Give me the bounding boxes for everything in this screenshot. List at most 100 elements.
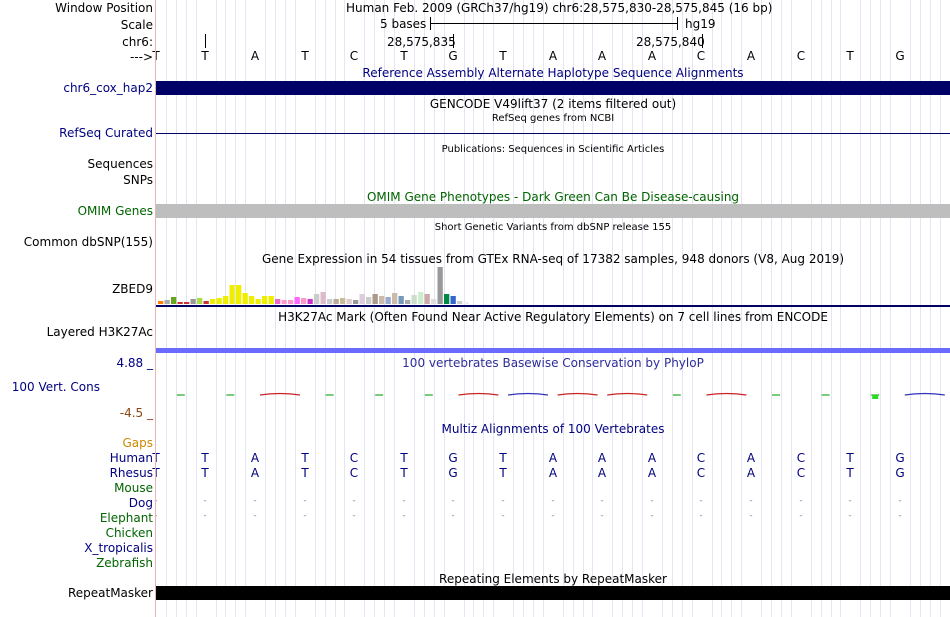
multiz-base: A	[597, 466, 607, 480]
multiz-base: T	[201, 466, 209, 480]
gtex-tissue-bar	[353, 300, 359, 304]
multiz-base: -	[451, 496, 455, 506]
multiz-base: -	[203, 496, 207, 506]
gtex-tissue-bar	[457, 301, 463, 304]
conservation-mark	[507, 392, 549, 396]
scale-label: Scale	[120, 18, 153, 32]
refseq-line[interactable]	[156, 133, 950, 134]
coord-tick-right	[702, 34, 703, 48]
gtex-tissue-bar	[418, 292, 424, 304]
reference-base: T	[400, 49, 408, 63]
multiz-species-label[interactable]: Dog	[128, 496, 153, 510]
gtex-tissue-bar	[450, 296, 456, 304]
gtex-tissue-bar	[359, 294, 365, 304]
reference-base: C	[349, 49, 359, 63]
conservation-ymin: -4.5 _	[119, 406, 153, 420]
multiz-base: A	[250, 466, 260, 480]
gtex-tissue-bar	[398, 296, 404, 304]
multiz-base: -	[699, 511, 703, 521]
publications-sequences-label[interactable]: Sequences	[87, 157, 153, 171]
reference-base: T	[846, 49, 854, 63]
conservation-label[interactable]: 100 Vert. Cons	[11, 380, 100, 394]
multiz-base: -	[650, 511, 654, 521]
multiz-base: T	[499, 451, 507, 465]
alt-haplotype-bar[interactable]	[156, 81, 950, 95]
gtex-title[interactable]: Gene Expression in 54 tissues from GTEx …	[261, 252, 845, 266]
multiz-species-label[interactable]: X_tropicalis	[84, 541, 153, 555]
multiz-base: A	[548, 466, 558, 480]
gtex-tissue-bar	[236, 285, 242, 304]
multiz-species-label[interactable]: Mouse	[114, 481, 153, 495]
scale-assembly: hg19	[685, 17, 716, 31]
gtex-bar-chart[interactable]	[156, 266, 950, 306]
multiz-base: -	[154, 496, 158, 506]
publications-title[interactable]: Publications: Sequences in Scientific Ar…	[441, 144, 665, 155]
h3k27ac-bar[interactable]	[156, 348, 950, 353]
coord-left: 28,575,835	[387, 35, 456, 49]
multiz-base: -	[352, 496, 356, 506]
multiz-base: T	[152, 466, 160, 480]
multiz-species-label[interactable]: Chicken	[105, 526, 153, 540]
coord-tick-mid	[453, 34, 454, 48]
scale-bases: 5 bases	[380, 17, 427, 31]
multiz-base: -	[749, 511, 753, 521]
gtex-tissue-bar	[268, 296, 274, 304]
omim-title[interactable]: OMIM Gene Phenotypes - Dark Green Can Be…	[366, 190, 740, 204]
gtex-tissue-bar	[249, 296, 255, 304]
multiz-base: -	[253, 511, 257, 521]
multiz-base: A	[597, 451, 607, 465]
multiz-species-label[interactable]: Rhesus	[109, 466, 153, 480]
multiz-gaps-label[interactable]: Gaps	[122, 436, 153, 450]
multiz-base: T	[152, 451, 160, 465]
gtex-tissue-bar	[366, 297, 372, 304]
multiz-base: G	[895, 451, 905, 465]
chrom-label: chr6:	[122, 35, 153, 49]
repeatmasker-label[interactable]: RepeatMasker	[67, 586, 153, 600]
multiz-species-label[interactable]: Human	[109, 451, 153, 465]
gtex-tissue-bar	[190, 299, 196, 304]
multiz-title[interactable]: Multiz Alignments of 100 Vertebrates	[441, 422, 665, 436]
reference-base: T	[152, 49, 160, 63]
multiz-base: -	[501, 496, 505, 506]
multiz-base: -	[352, 511, 356, 521]
multiz-base: A	[250, 451, 260, 465]
multiz-base: -	[848, 511, 852, 521]
multiz-base: -	[650, 496, 654, 506]
dbsnp-title[interactable]: Short Genetic Variants from dbSNP releas…	[434, 222, 672, 233]
gtex-tissue-bar	[184, 302, 190, 304]
repeatmasker-bar[interactable]	[156, 586, 950, 600]
gtex-gene-label[interactable]: ZBED9	[112, 282, 153, 296]
h3k27ac-label[interactable]: Layered H3K27Ac	[46, 325, 153, 339]
multiz-base: -	[600, 496, 604, 506]
repeatmasker-title[interactable]: Repeating Elements by RepeatMasker	[439, 572, 667, 586]
multiz-base: A	[548, 451, 558, 465]
multiz-base: C	[696, 451, 706, 465]
scale-bar	[430, 23, 677, 24]
alt-haplotype-title[interactable]: Reference Assembly Alternate Haplotype S…	[362, 66, 744, 80]
publications-snps-label[interactable]: SNPs	[123, 173, 153, 187]
multiz-species-label[interactable]: Zebrafish	[96, 556, 153, 570]
refseq-label[interactable]: RefSeq Curated	[59, 126, 153, 140]
multiz-species-label[interactable]: Elephant	[99, 511, 153, 525]
gtex-tissue-bar	[177, 302, 183, 304]
gtex-tissue-bar	[197, 298, 203, 304]
alt-haplotype-label[interactable]: chr6_cox_hap2	[63, 81, 153, 95]
conservation-title[interactable]: 100 vertebrates Basewise Conservation by…	[402, 356, 704, 370]
omim-label[interactable]: OMIM Genes	[77, 204, 153, 218]
gencode-title[interactable]: GENCODE V49lift37 (2 items filtered out)	[429, 97, 677, 111]
gtex-tissue-bar	[223, 296, 229, 304]
multiz-base: -	[799, 511, 803, 521]
gtex-tissue-bar	[411, 295, 417, 304]
multiz-base: T	[846, 451, 854, 465]
conservation-mark	[706, 392, 747, 396]
gtex-tissue-bar	[314, 294, 320, 304]
multiz-base: C	[796, 466, 806, 480]
reference-base: C	[796, 49, 806, 63]
omim-bar[interactable]	[156, 204, 950, 218]
h3k27ac-title[interactable]: H3K27Ac Mark (Often Found Near Active Re…	[278, 310, 828, 324]
multiz-base: -	[898, 511, 902, 521]
multiz-base: A	[746, 451, 756, 465]
dbsnp-label[interactable]: Common dbSNP(155)	[23, 235, 153, 249]
multiz-base: -	[898, 496, 902, 506]
conservation-plot[interactable]	[156, 385, 950, 405]
